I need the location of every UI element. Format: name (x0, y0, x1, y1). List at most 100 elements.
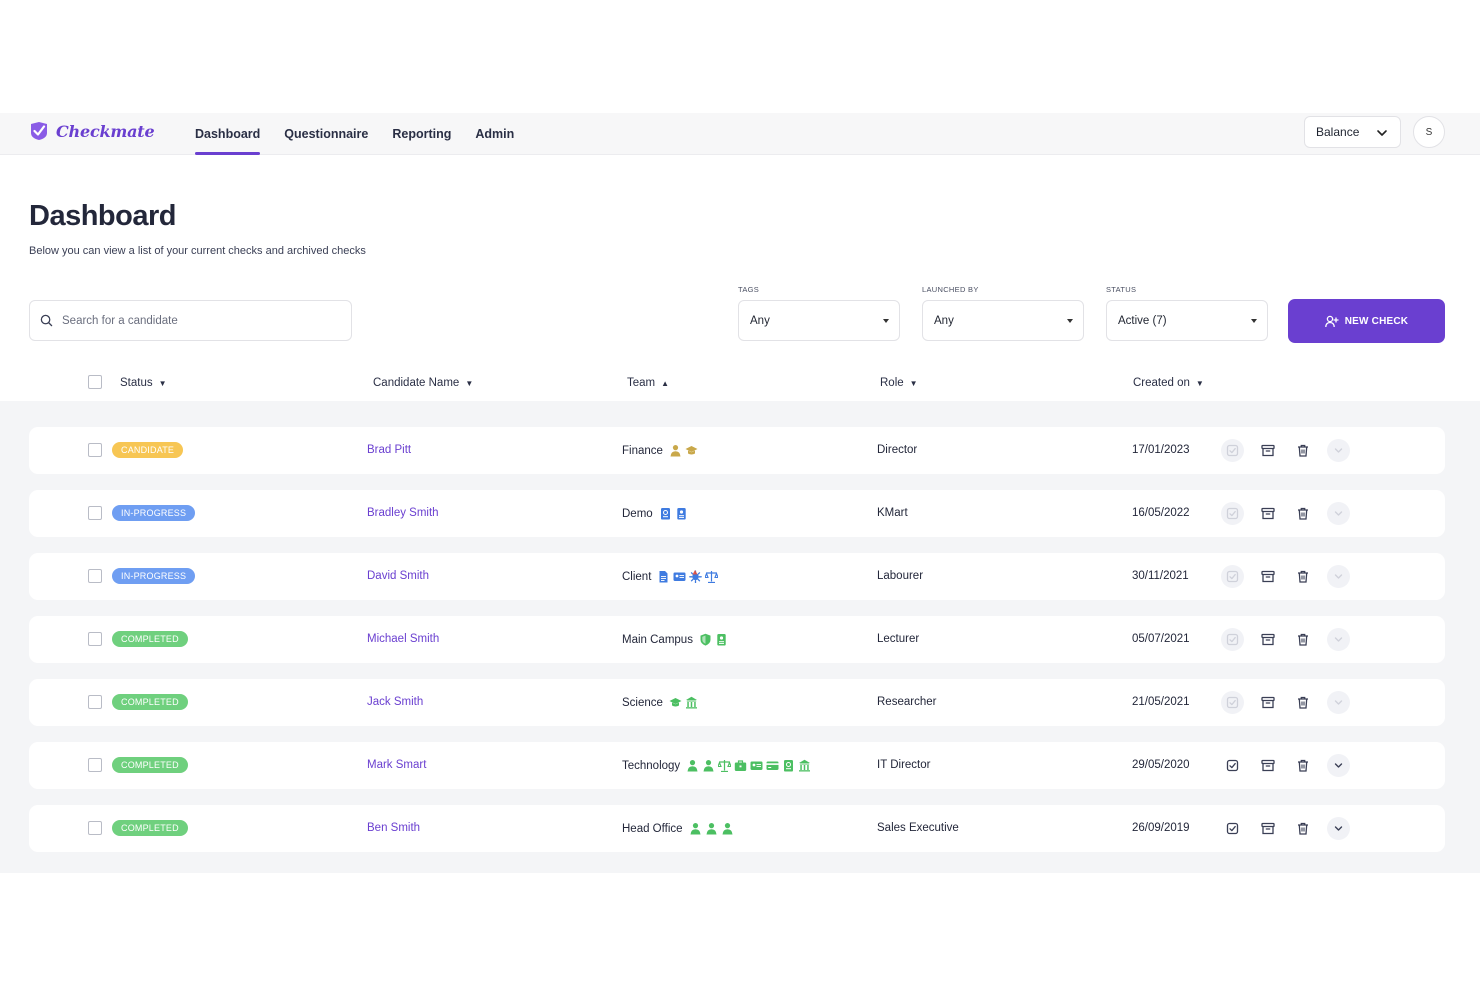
delete-button[interactable] (1291, 439, 1314, 462)
tags-select[interactable]: Any (738, 300, 900, 341)
approve-button[interactable] (1221, 691, 1244, 714)
trash-icon (1297, 696, 1309, 709)
user-avatar[interactable]: S (1413, 116, 1445, 148)
row-checkbox[interactable] (88, 506, 102, 520)
nav-admin[interactable]: Admin (475, 127, 515, 141)
candidate-name-link[interactable]: David Smith (367, 570, 429, 582)
team-cell: Technology (622, 757, 811, 774)
launched-by-select-value: Any (934, 314, 954, 327)
trash-icon (1297, 822, 1309, 835)
expand-button[interactable] (1327, 817, 1350, 840)
table-row[interactable]: IN-PROGRESS Bradley Smith Demo KMart 16/05/2… (29, 490, 1445, 537)
trash-icon (1297, 759, 1309, 772)
select-all-checkbox[interactable] (88, 375, 102, 389)
add-user-icon (1324, 315, 1339, 327)
candidate-name-link[interactable]: Bradley Smith (367, 507, 439, 519)
created-date: 26/09/2019 (1132, 822, 1190, 834)
approve-button[interactable] (1221, 439, 1244, 462)
expand-button[interactable] (1327, 691, 1350, 714)
candidate-name-link[interactable]: Brad Pitt (367, 444, 412, 456)
approve-button[interactable] (1221, 502, 1244, 525)
nav-dashboard[interactable]: Dashboard (195, 113, 261, 155)
approve-button[interactable] (1221, 565, 1244, 588)
candidate-name-link[interactable]: Mark Smart (367, 759, 427, 771)
team-name: Finance (622, 444, 663, 457)
chevron-down-icon (1333, 760, 1344, 771)
search-input[interactable] (62, 314, 322, 327)
team-cell: Finance (622, 442, 698, 459)
launched-by-filter: LAUNCHED BY Any (922, 285, 1084, 341)
row-checkbox[interactable] (88, 758, 102, 772)
building-icon (685, 696, 698, 709)
table-row[interactable]: COMPLETED Mark Smart Technology IT Director… (29, 742, 1445, 789)
chevron-down-icon (1333, 508, 1344, 519)
expand-button[interactable] (1327, 754, 1350, 777)
brand-logo[interactable]: Checkmate (29, 121, 155, 141)
row-checkbox[interactable] (88, 569, 102, 583)
column-header-status[interactable]: Status ▼ (120, 377, 167, 389)
table-row[interactable]: COMPLETED Ben Smith Head Office Sales Execu… (29, 805, 1445, 852)
created-date: 21/05/2021 (1132, 696, 1190, 708)
approve-icon (1226, 696, 1239, 709)
archive-button[interactable] (1256, 817, 1279, 840)
candidate-name-link[interactable]: Michael Smith (367, 633, 440, 645)
archive-button[interactable] (1256, 565, 1279, 588)
archive-button[interactable] (1256, 754, 1279, 777)
delete-button[interactable] (1291, 691, 1314, 714)
sort-up-icon: ▲ (661, 378, 670, 388)
role-cell: KMart (877, 507, 908, 519)
brand-name: Checkmate (56, 121, 155, 141)
chevron-down-icon (1333, 697, 1344, 708)
status-badge: IN-PROGRESS (112, 568, 196, 584)
new-check-button[interactable]: NEW CHECK (1288, 299, 1445, 343)
approve-icon (1226, 633, 1239, 646)
team-name: Science (622, 696, 663, 709)
archive-button[interactable] (1256, 502, 1279, 525)
delete-button[interactable] (1291, 628, 1314, 651)
expand-button[interactable] (1327, 502, 1350, 525)
column-header-candidate[interactable]: Candidate Name ▼ (373, 377, 474, 389)
expand-button[interactable] (1327, 439, 1350, 462)
column-header-role[interactable]: Role ▼ (880, 377, 918, 389)
document-icon (657, 570, 670, 583)
approve-button[interactable] (1221, 817, 1244, 840)
search-box[interactable] (29, 300, 352, 341)
archive-button[interactable] (1256, 691, 1279, 714)
table-row[interactable]: IN-PROGRESS David Smith Client Labourer 30/1… (29, 553, 1445, 600)
row-checkbox[interactable] (88, 695, 102, 709)
delete-button[interactable] (1291, 754, 1314, 777)
table-row[interactable]: CANDIDATE Brad Pitt Finance Director 17/01/2… (29, 427, 1445, 474)
page-subtitle: Below you can view a list of your curren… (29, 245, 366, 257)
role-cell: Sales Executive (877, 822, 959, 834)
passport-icon (659, 507, 672, 520)
nav-questionnaire[interactable]: Questionnaire (284, 127, 369, 141)
team-name: Demo (622, 507, 653, 520)
approve-button[interactable] (1221, 628, 1244, 651)
chevron-down-icon (1333, 571, 1344, 582)
delete-button[interactable] (1291, 565, 1314, 588)
column-header-team[interactable]: Team ▲ (627, 377, 670, 389)
delete-button[interactable] (1291, 502, 1314, 525)
approve-icon (1226, 507, 1239, 520)
expand-button[interactable] (1327, 565, 1350, 588)
table-row[interactable]: COMPLETED Jack Smith Science Researcher 21/0… (29, 679, 1445, 726)
row-checkbox[interactable] (88, 821, 102, 835)
candidate-name-link[interactable]: Ben Smith (367, 822, 421, 834)
archive-button[interactable] (1256, 439, 1279, 462)
archive-button[interactable] (1256, 628, 1279, 651)
account-select[interactable]: Balance (1304, 116, 1401, 148)
row-checkbox[interactable] (88, 443, 102, 457)
status-badge: COMPLETED (112, 694, 188, 710)
scales-icon (718, 759, 732, 772)
table-row[interactable]: COMPLETED Michael Smith Main Campus Lecture… (29, 616, 1445, 663)
delete-button[interactable] (1291, 817, 1314, 840)
status-select[interactable]: Active (7) (1106, 300, 1268, 341)
launched-by-select[interactable]: Any (922, 300, 1084, 341)
page-title: Dashboard (29, 200, 176, 232)
candidate-name-link[interactable]: Jack Smith (367, 696, 424, 708)
approve-button[interactable] (1221, 754, 1244, 777)
row-checkbox[interactable] (88, 632, 102, 646)
column-header-created[interactable]: Created on ▼ (1133, 377, 1204, 389)
nav-reporting[interactable]: Reporting (392, 127, 452, 141)
expand-button[interactable] (1327, 628, 1350, 651)
